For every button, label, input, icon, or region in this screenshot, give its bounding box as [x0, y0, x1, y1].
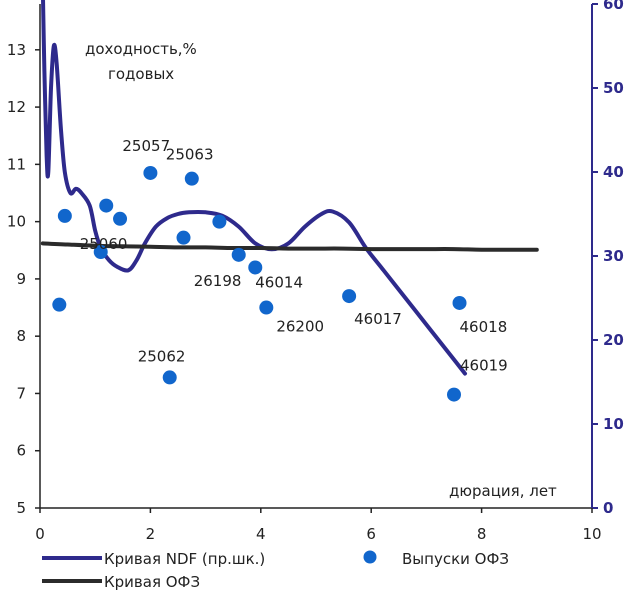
point-label-46017: 46017 [354, 310, 402, 328]
ofz-issue-point [231, 247, 246, 262]
ofz-issue-point [93, 244, 108, 259]
point-label-46019: 46019 [460, 357, 508, 375]
ofz-issue-point [143, 165, 158, 180]
point-label-26200: 26200 [276, 318, 324, 336]
ofz-issue-point [452, 295, 467, 310]
y-axis-label-line2: годовых [108, 65, 174, 83]
point-label-26198: 26198 [194, 272, 242, 290]
y-left-tick-label: 11 [7, 155, 26, 173]
y-left-tick-label: 12 [7, 98, 26, 116]
y-left-tick-label: 7 [16, 384, 26, 402]
y-right-tick-label: 50 [603, 79, 624, 97]
ofz-issue-point [259, 300, 274, 315]
ofz-issue-point [176, 230, 191, 245]
legend-ndf-label: Кривая NDF (пр.шк.) [104, 550, 265, 568]
legend-ofz-points-label: Выпуски ОФЗ [402, 550, 509, 568]
point-label-25063: 25063 [166, 146, 214, 164]
scatter-points [52, 165, 467, 402]
point-label-46014: 46014 [255, 273, 303, 291]
y-left-tick-label: 6 [16, 442, 26, 460]
y-right-tick-label: 0 [603, 499, 613, 517]
ofz-issue-point [342, 289, 357, 304]
ofz-curve-line [40, 241, 539, 252]
point-label-25060: 25060 [80, 235, 128, 253]
point-label-46018: 46018 [460, 318, 508, 336]
legend: Кривая NDF (пр.шк.) Кривая ОФЗ Выпуски О… [42, 550, 509, 591]
y-left-tick-label: 8 [16, 327, 26, 345]
y-right-tick-label: 30 [603, 247, 624, 265]
x-axis-label: дюрация, лет [449, 482, 557, 500]
y-right-tick-label: 10 [603, 415, 624, 433]
ofz-issue-point [162, 370, 177, 385]
y-axis-label-line1: доходность,% [85, 40, 197, 58]
ofz-issue-point [99, 198, 114, 213]
y-right-tick-label: 20 [603, 331, 624, 349]
x-tick-label: 8 [477, 525, 487, 543]
y-right-tick-label: 60 [603, 0, 624, 13]
x-tick-label: 6 [366, 525, 376, 543]
ofz-issue-point [57, 208, 72, 223]
x-tick-label: 0 [35, 525, 45, 543]
ofz-issue-point [447, 387, 461, 402]
x-tick-label: 2 [146, 525, 156, 543]
y-left-tick-label: 5 [16, 499, 26, 517]
ofz-issue-point [113, 211, 128, 226]
ofz-issue-point [52, 297, 67, 312]
x-tick-label: 4 [256, 525, 266, 543]
y-left-tick-label: 10 [7, 213, 26, 231]
y-right-tick-label: 40 [603, 163, 624, 181]
point-labels: 25060 25057 25062 25063 26198 46014 26200 46017… [80, 137, 508, 375]
point-label-25062: 25062 [138, 347, 186, 365]
curves [40, 0, 539, 376]
ofz-issue-point [212, 214, 227, 229]
ndf-curve-line [41, 0, 467, 376]
y-left-tick-label: 13 [7, 41, 26, 59]
legend-ofz-curve-label: Кривая ОФЗ [104, 573, 200, 591]
ofz-issue-point [248, 260, 263, 275]
point-label-25057: 25057 [122, 137, 170, 155]
ofz-issue-point [184, 171, 199, 186]
x-tick-label: 10 [582, 525, 601, 543]
y-left-tick-label: 9 [16, 270, 26, 288]
legend-ofz-points-swatch [363, 550, 377, 564]
